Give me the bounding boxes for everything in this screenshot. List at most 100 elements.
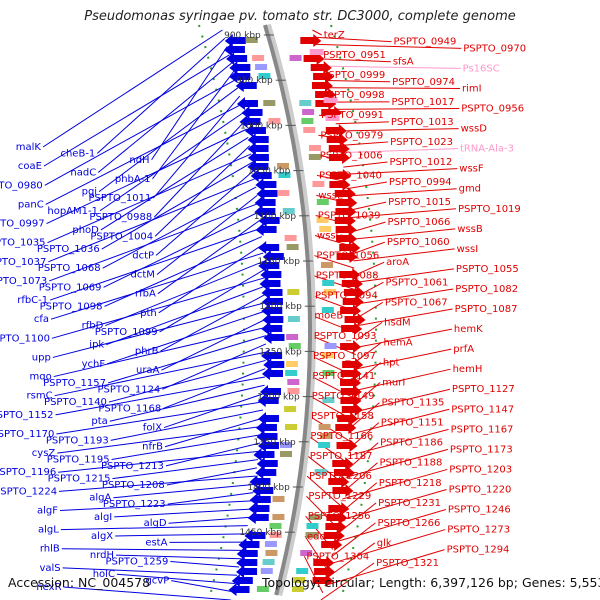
accession-value: NC_004578 — [78, 575, 151, 590]
forward-gene-arrow — [340, 304, 362, 317]
leader-line — [53, 326, 267, 378]
forward-gene-arrow — [342, 295, 364, 308]
forward-gene-arrow — [329, 169, 351, 182]
forward-cog-box — [318, 424, 331, 430]
gene-label: cfa — [34, 314, 49, 325]
reverse-gene-arrow — [258, 214, 280, 227]
gene-label: PSPTO_1259 — [105, 556, 168, 567]
forward-gene-arrow — [329, 151, 351, 164]
forward-gene-arrow — [335, 223, 357, 236]
gene-label: PSPTO_1215 — [48, 474, 111, 485]
gene-label: ipk — [89, 340, 104, 351]
leader-line — [45, 103, 242, 205]
gene-label: gcvP — [145, 576, 169, 587]
gene-label: PSPTO_1246 — [448, 505, 511, 516]
gene-label: PSPTO_1213 — [101, 461, 164, 472]
forward-gene-arrow — [314, 565, 336, 578]
gene-label: PSPTO_0997 — [0, 219, 45, 230]
gene-label: PSPTO_1036 — [37, 244, 100, 255]
reverse-cog-box — [287, 316, 300, 322]
page-title: Pseudomonas syringae pv. tomato str. DC3… — [84, 9, 516, 24]
forward-gene-arrow — [339, 241, 361, 254]
reverse-gene-arrow — [253, 448, 275, 461]
leader-line — [334, 509, 447, 543]
gene-label: PSPTO_0949 — [394, 37, 457, 48]
gene-label: PSPTO_1093 — [314, 331, 377, 342]
forward-cog-box — [309, 514, 322, 520]
forward-cog-box — [305, 532, 318, 538]
feature-tracks — [223, 34, 366, 596]
leader-line — [355, 321, 383, 341]
gene-label: PSPTO_0998 — [322, 90, 385, 101]
reverse-gene-arrow — [231, 574, 253, 587]
forward-cog-box — [302, 109, 315, 115]
leader-line — [109, 384, 265, 422]
gene-label: wssB — [457, 224, 483, 235]
gene-label: PSPTO_1229 — [308, 491, 371, 502]
forward-gene-arrow — [335, 205, 357, 218]
leader-line — [106, 285, 266, 346]
gene-label: PSPTO_0988 — [89, 212, 152, 223]
accession-info: Accession: NC_004578 — [8, 575, 150, 590]
leader-line — [327, 87, 460, 89]
forward-gene-arrow — [340, 376, 362, 389]
gene-label: PSPTO_1040 — [319, 170, 382, 181]
gene-label: PSPTO_1099 — [95, 327, 158, 338]
gene-label: PSPTO_1304 — [306, 551, 369, 562]
gene-label: PSPTO_1056 — [316, 251, 379, 262]
leader-line — [326, 80, 391, 83]
leader-line — [335, 121, 389, 125]
gene-label: PSPTO_1055 — [456, 264, 519, 275]
leader-line — [338, 489, 447, 522]
leader-line — [320, 58, 391, 63]
leader-line — [355, 308, 453, 327]
gene-label: dctM — [131, 270, 155, 281]
leader-line — [332, 108, 460, 110]
reverse-gene-arrow — [236, 565, 258, 578]
leader-line — [355, 328, 453, 348]
leader-line — [98, 87, 239, 193]
reverse-gene-arrow — [256, 457, 278, 470]
leader-line — [54, 351, 266, 397]
leader-line — [43, 54, 230, 167]
reverse-cog-box — [252, 55, 265, 61]
leader-line — [168, 516, 250, 524]
gene-label: moeB — [314, 311, 343, 322]
leader-line — [105, 260, 264, 327]
leader-line — [63, 586, 231, 600]
leader-line — [160, 293, 266, 352]
scale-tick-label: 1250 kbp — [259, 347, 302, 357]
forward-gene-arrow — [344, 313, 366, 326]
rna-gene-mark — [309, 49, 324, 55]
leader-line — [100, 136, 249, 231]
gene-label: PSPTO_1266 — [377, 518, 440, 529]
leader-line — [355, 288, 454, 305]
leader-line — [340, 148, 458, 154]
gene-label: wssF — [459, 164, 484, 175]
reverse-cog-box — [245, 37, 258, 43]
forward-gene-arrow — [328, 475, 350, 488]
gene-label: rfbA — [135, 289, 156, 300]
scale-tick-label: 1100 kbp — [254, 212, 297, 222]
leader-line — [116, 573, 236, 584]
reverse-cog-box — [264, 541, 277, 547]
reverse-cog-box — [285, 361, 298, 367]
forward-gene-arrow — [334, 187, 356, 200]
reverse-gene-arrow — [261, 322, 283, 335]
scale-tick-label: 1400 kbp — [247, 483, 290, 493]
gene-label: PSPTO_1073 — [0, 276, 47, 287]
reverse-gene-arrow — [247, 142, 269, 155]
leader-line — [59, 475, 256, 492]
reverse-cog-box — [265, 550, 278, 556]
forward-gene-arrow — [341, 322, 363, 335]
gene-label: PSPTO_1147 — [451, 404, 514, 415]
gene-label: PSPTO_1019 — [458, 204, 521, 215]
gene-label: Ps16SC — [463, 63, 500, 74]
gene-label: PSPTO_1087 — [455, 304, 518, 315]
gene-label: PSPTO_0994 — [389, 177, 452, 188]
forward-gene-arrow — [340, 340, 362, 353]
reverse-gene-arrow — [260, 268, 282, 281]
scale-tick-label: 1050 kbp — [248, 167, 291, 177]
leader-line — [112, 459, 259, 480]
gene-label: PSPTO_0999 — [322, 70, 385, 81]
